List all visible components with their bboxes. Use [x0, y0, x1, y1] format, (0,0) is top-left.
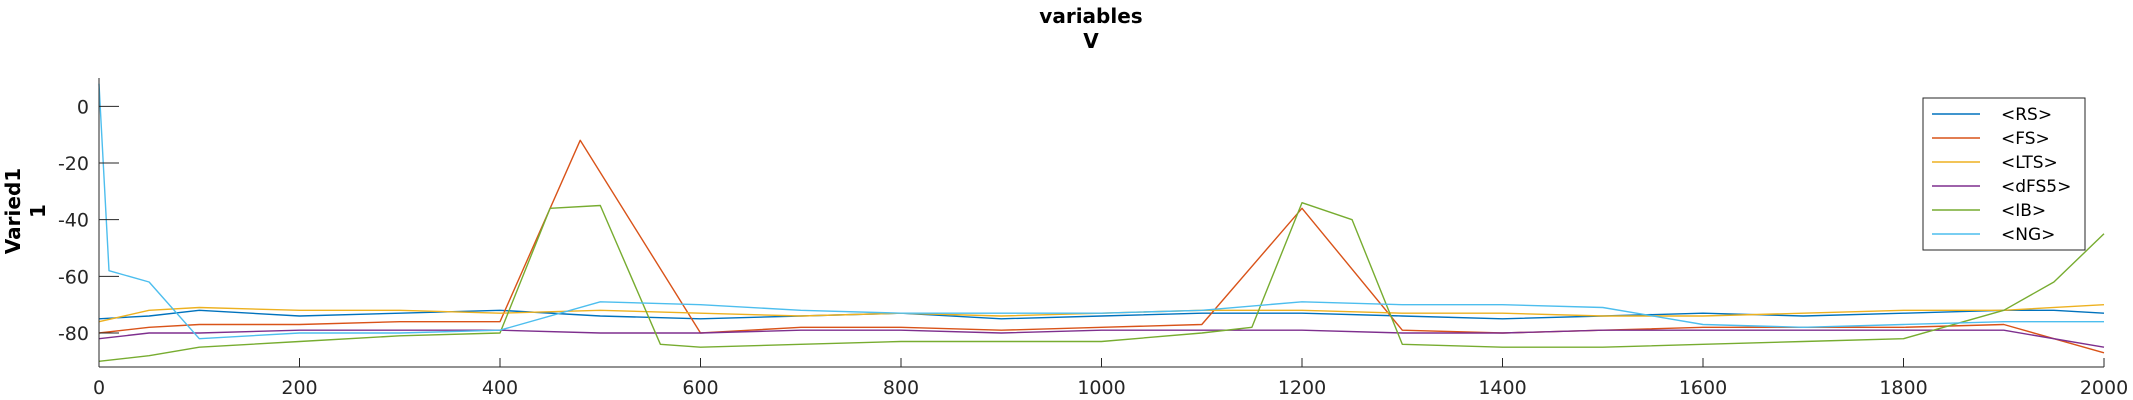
svg-text:1: 1: [26, 204, 50, 218]
x-tick-label: 200: [281, 377, 317, 399]
x-tick-label: 800: [883, 377, 919, 399]
x-tick-label: 1600: [1679, 377, 1727, 399]
legend-label: <FS>: [2001, 129, 2050, 149]
y-tick-label: 0: [77, 96, 89, 118]
x-tick-label: 0: [93, 377, 105, 399]
svg-text:Varied1: Varied1: [1, 168, 25, 254]
legend-label: <NG>: [2001, 225, 2055, 245]
series-line-1: [98, 139, 2105, 354]
legend-box: [1922, 97, 2086, 251]
legend-label: <RS>: [2001, 105, 2052, 125]
axes: 0 200 400 600 800 1000 1200 1400 1600 1800 2000 0 -2…: [58, 78, 2128, 399]
series-line-0: [98, 309, 2105, 320]
series-line-4: [98, 202, 2105, 362]
chart-title-line2: V: [1083, 29, 1099, 53]
legend-label: <IB>: [2001, 201, 2046, 221]
chart-title-line1: variables: [1039, 4, 1142, 28]
y-tick-label: -20: [58, 153, 89, 175]
series-line-5: [98, 83, 2104, 340]
x-tick-label: 600: [682, 377, 718, 399]
plot-lines: [98, 83, 2105, 362]
y-tick-label: -40: [58, 210, 89, 232]
y-axis-label: Varied1 1: [1, 168, 50, 254]
x-tick-label: 1000: [1077, 377, 1125, 399]
x-tick-label: 1400: [1478, 377, 1526, 399]
x-tick-label: 400: [482, 377, 518, 399]
legend-label: <LTS>: [2001, 153, 2058, 173]
y-tick-label: -60: [58, 266, 89, 288]
series-line-3: [98, 329, 2105, 348]
x-tick-label: 2000: [2080, 377, 2128, 399]
x-tick-label: 1200: [1278, 377, 1326, 399]
legend: <RS> <FS> <LTS> <dFS5> <IB> <NG>: [1922, 97, 2086, 251]
series-line-2: [98, 304, 2105, 323]
legend-label: <dFS5>: [2001, 177, 2071, 197]
y-tick-label: -80: [58, 323, 89, 345]
x-tick-label: 1800: [1879, 377, 1927, 399]
